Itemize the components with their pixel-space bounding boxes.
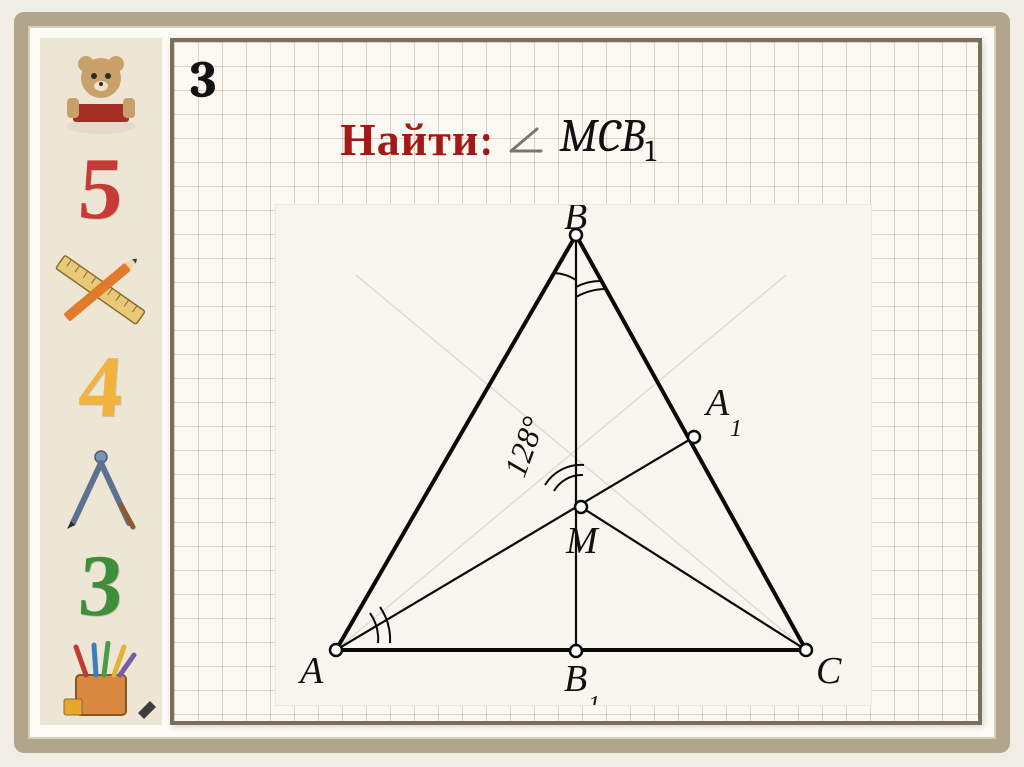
task-expression-sub: 1 xyxy=(645,135,656,169)
label-B1-sub: 1 xyxy=(588,692,600,705)
point-A1 xyxy=(688,431,700,443)
point-B1 xyxy=(570,645,582,657)
point-C xyxy=(800,644,812,656)
digit-3-glyph: 3 xyxy=(76,543,126,631)
segment-M-C xyxy=(581,507,806,650)
point-A xyxy=(330,644,342,656)
pencil-cup-illustration xyxy=(46,641,156,721)
ruler-pencil-illustration xyxy=(46,244,156,334)
side-column: 5 xyxy=(40,38,162,725)
label-B: B xyxy=(564,205,587,238)
task-line: Найти: MCB1 xyxy=(340,110,656,169)
label-A: A xyxy=(297,650,324,692)
point-M xyxy=(575,501,587,513)
vertex-points xyxy=(330,229,812,657)
cevians xyxy=(336,235,806,651)
label-A1-base: A xyxy=(703,382,730,424)
task-expression: MCB1 xyxy=(559,110,656,169)
label-A1-sub: 1 xyxy=(730,416,742,442)
angle-icon xyxy=(507,125,545,155)
geometry-diagram: 128° A B C M A 1 B 1 xyxy=(275,204,872,706)
digit-3: 3 xyxy=(46,543,156,631)
bear-illustration xyxy=(46,46,156,136)
digit-4-glyph: 4 xyxy=(76,344,126,432)
compass-illustration xyxy=(46,443,156,533)
task-label: Найти: xyxy=(340,113,493,167)
slide-stage: 5 xyxy=(0,0,1024,767)
label-M: M xyxy=(565,520,600,562)
label-C: C xyxy=(816,650,842,692)
triangle-edges xyxy=(336,235,806,650)
ruler-pencil-icon xyxy=(46,244,156,334)
pencil-cup-icon xyxy=(46,641,156,721)
digit-5: 5 xyxy=(46,146,156,234)
angle-mark-M xyxy=(545,465,584,491)
digit-5-glyph: 5 xyxy=(76,146,126,234)
background-hint-lines xyxy=(336,275,806,650)
task-expression-base: MCB xyxy=(559,110,645,163)
problem-number: 3 xyxy=(190,50,216,110)
angle-value-label: 128° xyxy=(497,412,552,482)
digit-4: 4 xyxy=(46,344,156,432)
compass-icon xyxy=(51,443,151,533)
geometry-svg: 128° A B C M A 1 B 1 xyxy=(276,205,871,705)
label-B1-base: B xyxy=(564,658,587,700)
bear-icon xyxy=(51,46,151,136)
